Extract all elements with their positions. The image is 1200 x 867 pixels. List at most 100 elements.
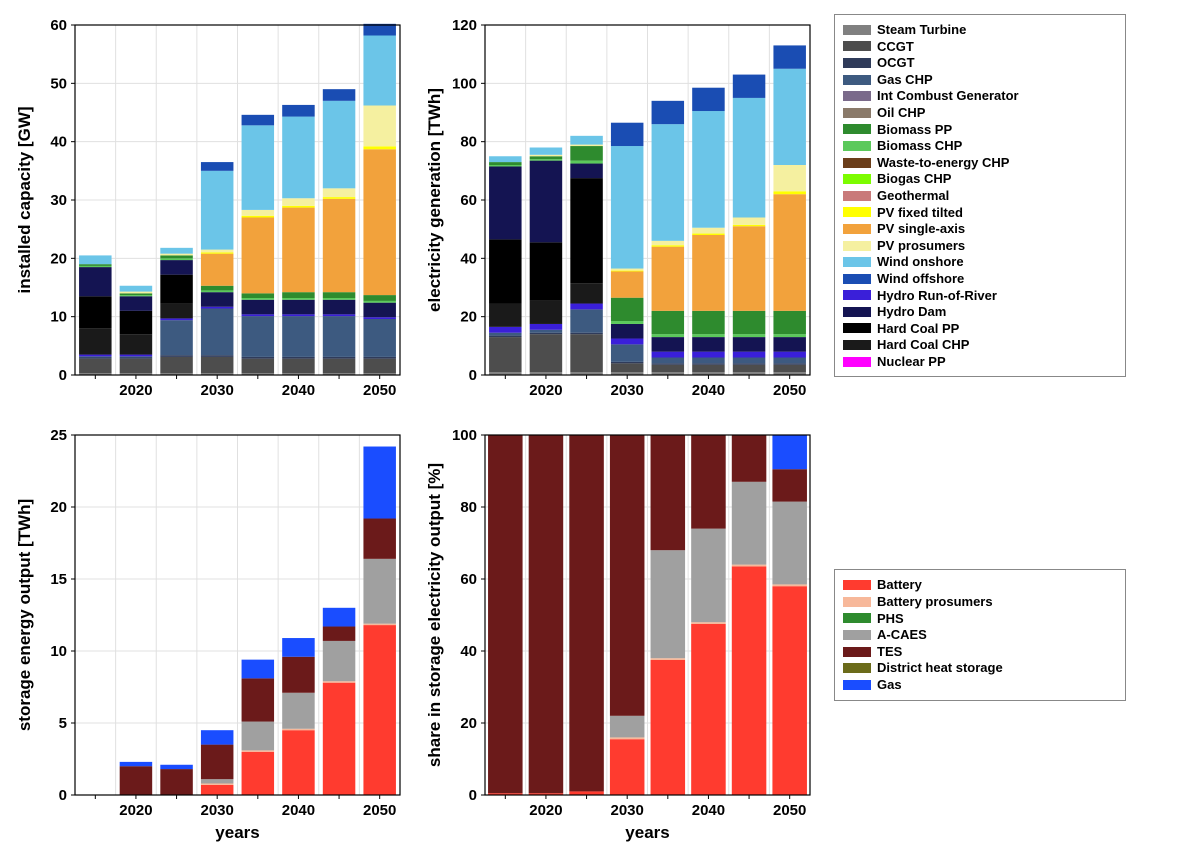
svg-text:storage energy output [TWh]: storage energy output [TWh] — [15, 499, 34, 731]
bar-segment — [611, 339, 644, 345]
bar-segment — [530, 159, 563, 160]
bar-segment — [772, 586, 807, 795]
svg-text:years: years — [625, 823, 669, 842]
bar-segment — [570, 334, 603, 372]
bar-segment — [79, 267, 112, 296]
legend-label: Battery — [877, 577, 922, 593]
bar-segment — [242, 722, 275, 751]
legend-swatch — [843, 307, 871, 317]
bar-segment — [323, 359, 356, 374]
bar-segment — [282, 300, 315, 315]
bar-segment — [323, 292, 356, 298]
bar-segment — [242, 752, 275, 795]
bar-segment — [692, 311, 725, 334]
bar-segment — [611, 324, 644, 339]
bar-segment — [282, 206, 315, 208]
bar-segment — [773, 352, 806, 358]
legend-swatch — [843, 224, 871, 234]
bar-segment — [651, 435, 686, 550]
legend-label: Biogas CHP — [877, 171, 951, 187]
legend-swatch — [843, 91, 871, 101]
bar-segment — [652, 337, 685, 352]
legend-label: District heat storage — [877, 660, 1003, 676]
legend-swatch — [843, 663, 871, 673]
bar-segment — [201, 783, 234, 784]
bar-segment — [489, 327, 522, 333]
svg-text:installed capacity [GW]: installed capacity [GW] — [15, 106, 34, 293]
legend-swatch — [843, 630, 871, 640]
chart-storage-output: 05101520252020203020402050storage energy… — [10, 420, 410, 850]
svg-text:60: 60 — [50, 17, 67, 34]
bar-segment — [733, 225, 766, 226]
legend-swatch — [843, 108, 871, 118]
bar-segment — [652, 241, 685, 245]
bar-segment — [692, 234, 725, 235]
bar-segment — [282, 208, 315, 293]
legend-swatch — [843, 597, 871, 607]
bar-segment — [282, 693, 315, 729]
bar-segment — [201, 307, 234, 309]
svg-text:100: 100 — [452, 75, 477, 92]
legend-swatch — [843, 174, 871, 184]
bar-segment — [530, 161, 563, 243]
legend-label: Hydro Run-of-River — [877, 288, 997, 304]
legend-label: Gas — [877, 677, 902, 693]
legend-swatch — [843, 580, 871, 590]
bar-segment — [530, 156, 563, 159]
svg-text:2050: 2050 — [363, 382, 396, 399]
bar-segment — [282, 292, 315, 298]
bar-segment — [242, 300, 275, 315]
svg-text:120: 120 — [452, 17, 477, 34]
svg-text:2020: 2020 — [529, 382, 562, 399]
bar-segment — [201, 730, 234, 744]
bar-segment — [570, 164, 603, 179]
bar-segment — [201, 162, 234, 171]
bar-segment — [363, 625, 396, 795]
bar-segment — [733, 352, 766, 358]
legend-item: Biomass PP — [843, 122, 1117, 138]
bar-segment — [652, 245, 685, 246]
legend-item: Battery — [843, 577, 1117, 593]
bar-segment — [282, 298, 315, 300]
legend-item: Geothermal — [843, 188, 1117, 204]
bar-segment — [530, 148, 563, 155]
svg-text:0: 0 — [59, 787, 67, 804]
legend-item: Hydro Dam — [843, 304, 1117, 320]
bar-segment — [570, 161, 603, 164]
bar-segment — [733, 363, 766, 364]
bar-segment — [652, 124, 685, 241]
bar-segment — [160, 320, 193, 355]
legend-label: Nuclear PP — [877, 354, 946, 370]
legend-label: Hard Coal CHP — [877, 337, 969, 353]
legend-swatch — [843, 158, 871, 168]
bar-segment — [323, 101, 356, 189]
legend-item: TES — [843, 644, 1117, 660]
bar-segment — [652, 358, 685, 364]
bar-segment — [242, 298, 275, 300]
bar-segment — [201, 171, 234, 250]
legend-item: Hard Coal CHP — [843, 337, 1117, 353]
bar-segment — [201, 290, 234, 292]
legend-label: TES — [877, 644, 902, 660]
bar-segment — [733, 334, 766, 337]
legend-item: Wind offshore — [843, 271, 1117, 287]
svg-text:2040: 2040 — [692, 382, 725, 399]
bar-segment — [363, 149, 396, 295]
bar-segment — [570, 136, 603, 145]
bar-segment — [773, 165, 806, 191]
bar-segment — [160, 355, 193, 357]
bar-segment — [772, 435, 807, 469]
bar-segment — [323, 300, 356, 315]
bar-segment — [773, 194, 806, 311]
legend-item: PHS — [843, 611, 1117, 627]
bar-segment — [489, 239, 522, 303]
bar-segment — [489, 165, 522, 166]
legend-item: Biogas CHP — [843, 171, 1117, 187]
bar-segment — [160, 318, 193, 320]
legend-swatch — [843, 257, 871, 267]
legend-label: Hard Coal PP — [877, 321, 959, 337]
svg-text:electricity generation [TWh]: electricity generation [TWh] — [425, 88, 444, 312]
bar-segment — [733, 75, 766, 98]
bar-segment — [79, 356, 112, 357]
bar-segment — [201, 357, 234, 373]
